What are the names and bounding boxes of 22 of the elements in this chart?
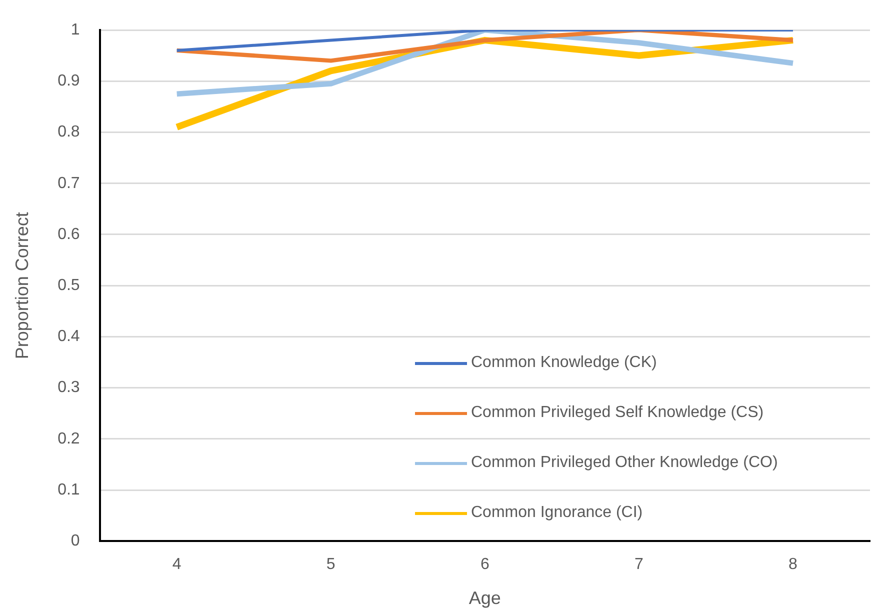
x-tick-label: 6 [480,556,490,574]
x-tick-label: 4 [172,556,182,574]
y-tick-label: 1 [70,21,80,38]
legend-label: Common Privileged Other Knowledge (CO) [471,454,778,472]
x-tick-label: 5 [326,556,336,574]
x-axis-title: Age [468,588,501,608]
y-tick-label: 0.7 [58,174,80,192]
x-tick-label: 8 [788,556,798,574]
y-tick-label: 0.2 [58,430,80,448]
legend-label: Common Knowledge (CK) [471,354,657,372]
x-tick-label: 7 [634,556,644,574]
y-tick-label: 0 [70,532,80,550]
y-tick-label: 0.3 [58,379,80,396]
y-tick-label: 0.5 [58,277,80,294]
y-tick-label: 0.4 [58,328,80,346]
y-axis-title: Proportion Correct [12,212,32,360]
legend-label: Common Ignorance (CI) [471,504,643,522]
y-tick-label: 0.9 [58,72,80,90]
y-tick-label: 0.1 [58,481,80,498]
legend-label: Common Privileged Self Knowledge (CS) [471,404,764,422]
y-tick-label: 0.8 [58,124,80,141]
y-tick-label: 0.6 [58,226,80,243]
